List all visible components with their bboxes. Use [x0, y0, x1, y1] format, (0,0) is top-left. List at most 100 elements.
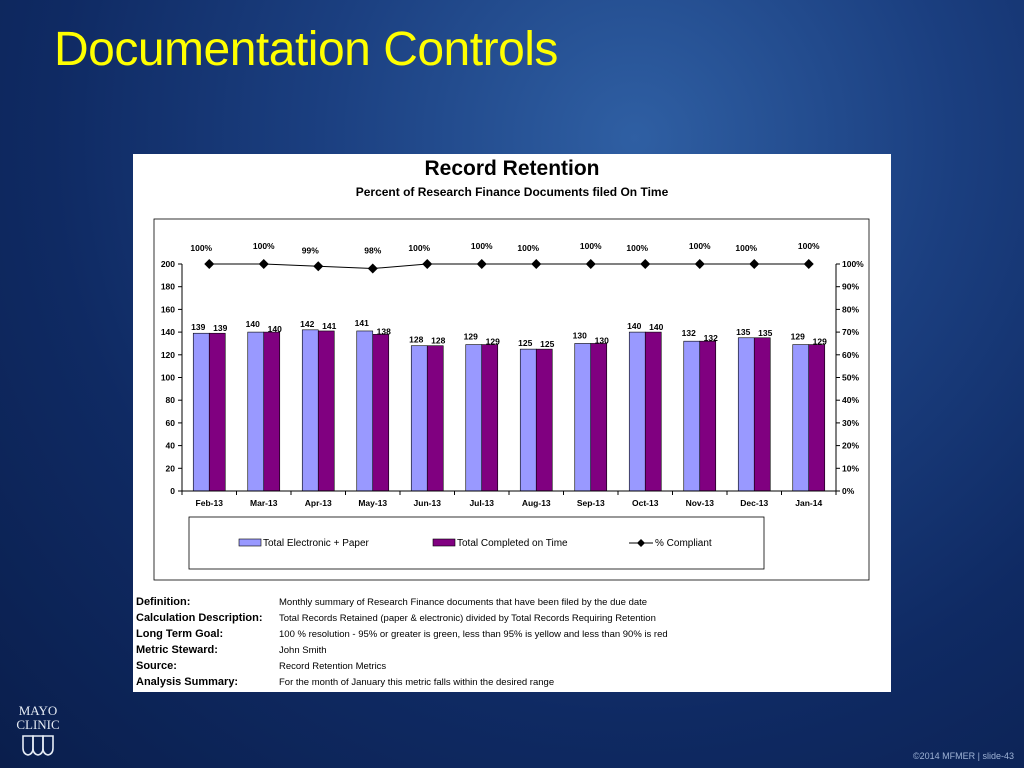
bar-value-label: 129: [813, 337, 827, 347]
right-tick-label: 80%: [842, 304, 859, 314]
bar-value-label: 139: [213, 323, 227, 333]
bar-total-electronic-paper: [519, 348, 537, 492]
mayo-clinic-logo: MAYO CLINIC: [12, 704, 64, 756]
calculation-description-row: Calculation Description: Total Records R…: [133, 610, 891, 626]
compliance-marker: [422, 259, 433, 269]
legend-label-total-electronic-paper: Total Electronic + Paper: [263, 538, 370, 549]
x-tick-label: Jul-13: [469, 498, 494, 508]
left-tick-label: 40: [166, 441, 176, 451]
logo-text-clinic: CLINIC: [16, 717, 60, 732]
bar-total-electronic-paper: [410, 345, 428, 492]
bar-total-electronic-paper: [683, 340, 701, 492]
mayo-shield-icon: [22, 735, 54, 756]
compliance-label: 100%: [190, 243, 212, 253]
right-tick-label: 90%: [842, 282, 859, 292]
bar-total-completed-on-time: [808, 344, 826, 492]
bar-total-electronic-paper: [574, 343, 592, 492]
bar-value-label: 139: [191, 322, 205, 332]
right-tick-label: 10%: [842, 463, 859, 473]
chart-subtitle: Percent of Research Finance Documents fi…: [355, 185, 669, 199]
bar-total-electronic-paper: [628, 331, 646, 492]
legend-label-compliance: % Compliant: [655, 538, 712, 549]
bar-total-electronic-paper: [192, 332, 210, 492]
long-term-goal-value: 100 % resolution - 95% or greater is gre…: [279, 628, 668, 640]
bar-value-label: 142: [300, 319, 314, 329]
compliance-line: [209, 263, 809, 270]
right-tick-label: 50%: [842, 373, 859, 383]
x-tick-label: Oct-13: [632, 498, 659, 508]
bar-total-electronic-paper: [792, 344, 810, 492]
compliance-marker: [476, 259, 487, 269]
bar-value-label: 129: [486, 337, 500, 347]
compliance-marker: [367, 263, 378, 274]
source-label: Source:: [136, 660, 177, 672]
compliance-marker: [531, 259, 542, 269]
bar-value-label: 125: [540, 339, 554, 349]
bar-value-label: 125: [518, 338, 532, 348]
bar-value-label: 140: [649, 322, 663, 332]
definition-row: Definition: Monthly summary of Research …: [133, 594, 891, 610]
metric-steward-row: Metric Steward: John Smith: [133, 642, 891, 658]
compliance-label: 100%: [626, 243, 648, 253]
source-row: Source: Record Retention Metrics: [133, 658, 891, 674]
definition-value: Monthly summary of Research Finance docu…: [279, 596, 648, 608]
bar-total-electronic-paper: [356, 330, 374, 492]
metric-steward-label: Metric Steward:: [136, 644, 218, 656]
chart-title: Record Retention: [424, 157, 600, 180]
left-tick-label: 180: [161, 282, 175, 292]
bar-total-completed-on-time: [317, 330, 335, 492]
right-tick-label: 100%: [842, 259, 864, 269]
compliance-label: 99%: [302, 245, 319, 255]
bar-value-label: 128: [409, 335, 423, 345]
bar-total-completed-on-time: [208, 332, 226, 492]
right-tick-label: 60%: [842, 350, 859, 360]
compliance-marker: [749, 259, 760, 269]
bar-value-label: 141: [322, 321, 336, 331]
compliance-marker: [694, 259, 705, 269]
x-tick-label: Apr-13: [305, 498, 332, 508]
compliance-marker: [585, 259, 596, 269]
calculation-description-value: Total Records Retained (paper & electron…: [279, 612, 656, 624]
left-tick-label: 140: [161, 327, 175, 337]
compliance-label: 100%: [735, 243, 757, 253]
left-tick-label: 160: [161, 304, 175, 314]
long-term-goal-label: Long Term Goal:: [136, 628, 224, 640]
bar-value-label: 132: [682, 328, 696, 338]
compliance-label: 100%: [471, 241, 493, 251]
bar-value-label: 128: [431, 336, 445, 346]
bar-total-electronic-paper: [247, 331, 265, 492]
x-tick-label: Nov-13: [686, 498, 715, 508]
bar-total-electronic-paper: [737, 337, 755, 492]
bar-total-completed-on-time: [590, 343, 608, 492]
bar-total-completed-on-time: [263, 331, 281, 492]
compliance-label: 100%: [408, 243, 430, 253]
record-retention-chart: 0 20 40 60 80 100 120 140 160 180 200 0% 10% 20% 30% 40…: [153, 218, 870, 581]
compliance-marker: [204, 259, 215, 269]
definitions-table: Definition: Monthly summary of Research …: [133, 594, 891, 690]
bar-value-label: 140: [627, 321, 641, 331]
bar-total-completed-on-time: [535, 348, 553, 492]
left-tick-label: 200: [161, 259, 175, 269]
compliance-label: 98%: [364, 246, 381, 256]
bar-value-label: 129: [791, 332, 805, 342]
left-tick-label: 80: [166, 395, 176, 405]
chart-panel: Record Retention Percent of Research Fin…: [133, 154, 891, 692]
x-tick-label: Jun-13: [414, 498, 442, 508]
compliance-marker: [258, 259, 269, 269]
analysis-summary-row: Analysis Summary: For the month of Janua…: [133, 674, 891, 690]
bar-value-label: 135: [736, 327, 750, 337]
calculation-description-label: Calculation Description:: [136, 612, 263, 624]
bar-total-completed-on-time: [753, 337, 771, 492]
right-tick-label: 20%: [842, 441, 859, 451]
x-tick-label: Sep-13: [577, 498, 605, 508]
bar-total-electronic-paper: [465, 344, 483, 492]
analysis-summary-value: For the month of January this metric fal…: [279, 676, 555, 688]
bar-value-label: 129: [464, 332, 478, 342]
bar-value-label: 132: [704, 333, 718, 343]
definition-label: Definition:: [136, 596, 191, 608]
logo-text-mayo: MAYO: [18, 703, 58, 718]
x-tick-label: Feb-13: [196, 498, 224, 508]
compliance-label: 100%: [253, 241, 275, 251]
left-tick-label: 20: [166, 463, 176, 473]
bar-total-completed-on-time: [372, 334, 390, 492]
